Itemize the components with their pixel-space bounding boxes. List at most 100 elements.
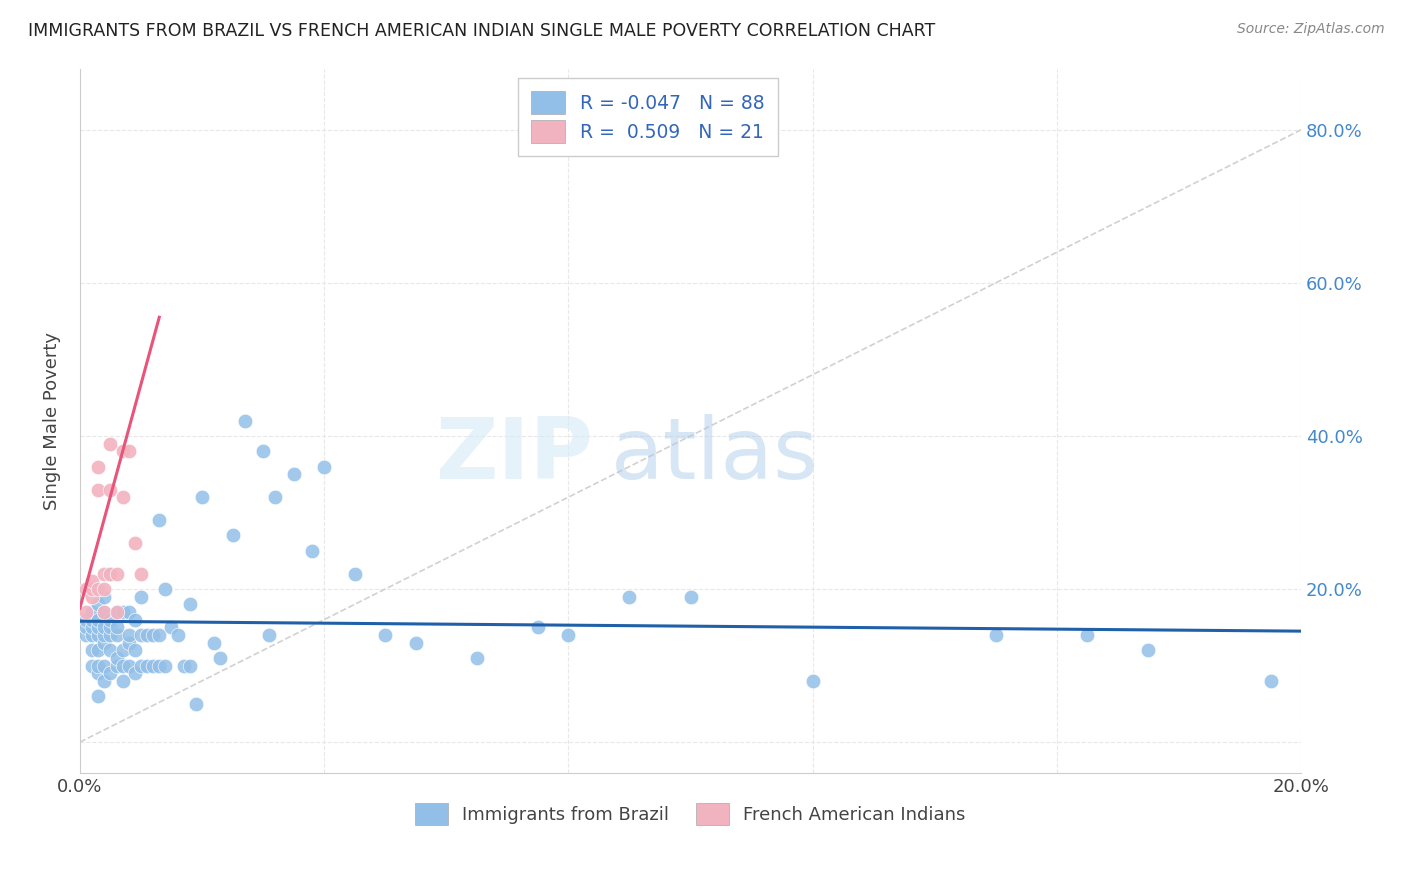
Point	[75, 613, 97, 627]
Point	[93, 582, 115, 596]
Point	[1260, 673, 1282, 688]
Point	[80, 574, 103, 589]
Text: IMMIGRANTS FROM BRAZIL VS FRENCH AMERICAN INDIAN SINGLE MALE POVERTY CORRELATION: IMMIGRANTS FROM BRAZIL VS FRENCH AMERICA…	[28, 22, 935, 40]
Point	[80, 658, 103, 673]
Point	[100, 628, 122, 642]
Point	[87, 613, 110, 627]
Point	[129, 590, 152, 604]
Point	[283, 467, 305, 482]
Point	[527, 620, 550, 634]
Point	[118, 444, 141, 458]
Point	[87, 620, 110, 634]
Point	[87, 643, 110, 657]
Point	[100, 620, 122, 634]
Point	[619, 590, 641, 604]
Point	[136, 658, 159, 673]
Point	[148, 658, 170, 673]
Point	[100, 483, 122, 497]
Point	[155, 582, 177, 596]
Point	[129, 628, 152, 642]
Point	[93, 628, 115, 642]
Point	[100, 566, 122, 581]
Point	[142, 658, 165, 673]
Point	[984, 628, 1007, 642]
Point	[124, 643, 146, 657]
Point	[80, 605, 103, 619]
Point	[75, 605, 97, 619]
Point	[209, 651, 232, 665]
Point	[111, 490, 134, 504]
Point	[118, 658, 141, 673]
Point	[93, 673, 115, 688]
Point	[100, 666, 122, 681]
Point	[87, 689, 110, 703]
Point	[314, 459, 336, 474]
Point	[155, 658, 177, 673]
Point	[87, 666, 110, 681]
Point	[105, 566, 128, 581]
Point	[191, 490, 214, 504]
Point	[93, 658, 115, 673]
Point	[111, 605, 134, 619]
Point	[100, 613, 122, 627]
Text: Source: ZipAtlas.com: Source: ZipAtlas.com	[1237, 22, 1385, 37]
Point	[124, 666, 146, 681]
Point	[264, 490, 287, 504]
Point	[80, 628, 103, 642]
Point	[87, 598, 110, 612]
Point	[136, 628, 159, 642]
Point	[105, 651, 128, 665]
Point	[87, 658, 110, 673]
Point	[105, 605, 128, 619]
Point	[93, 590, 115, 604]
Point	[343, 566, 366, 581]
Point	[111, 643, 134, 657]
Point	[252, 444, 274, 458]
Point	[105, 620, 128, 634]
Point	[75, 628, 97, 642]
Point	[202, 635, 225, 649]
Point	[80, 582, 103, 596]
Point	[111, 658, 134, 673]
Point	[257, 628, 280, 642]
Point	[160, 620, 183, 634]
Point	[179, 658, 201, 673]
Point	[129, 658, 152, 673]
Point	[118, 628, 141, 642]
Point	[80, 613, 103, 627]
Point	[129, 566, 152, 581]
Point	[801, 673, 824, 688]
Point	[179, 598, 201, 612]
Point	[93, 605, 115, 619]
Point	[80, 590, 103, 604]
Point	[221, 528, 243, 542]
Point	[87, 628, 110, 642]
Point	[465, 651, 488, 665]
Point	[111, 673, 134, 688]
Point	[105, 658, 128, 673]
Point	[405, 635, 427, 649]
Text: atlas: atlas	[612, 415, 820, 498]
Point	[93, 620, 115, 634]
Point	[80, 620, 103, 634]
Point	[148, 513, 170, 527]
Point	[233, 414, 256, 428]
Text: ZIP: ZIP	[434, 415, 593, 498]
Point	[105, 605, 128, 619]
Point	[557, 628, 579, 642]
Point	[124, 613, 146, 627]
Point	[124, 536, 146, 550]
Point	[173, 658, 195, 673]
Point	[118, 635, 141, 649]
Point	[111, 444, 134, 458]
Point	[87, 582, 110, 596]
Point	[93, 605, 115, 619]
Point	[374, 628, 396, 642]
Point	[75, 582, 97, 596]
Point	[93, 566, 115, 581]
Point	[80, 643, 103, 657]
Point	[679, 590, 702, 604]
Point	[301, 543, 323, 558]
Point	[105, 628, 128, 642]
Point	[100, 436, 122, 450]
